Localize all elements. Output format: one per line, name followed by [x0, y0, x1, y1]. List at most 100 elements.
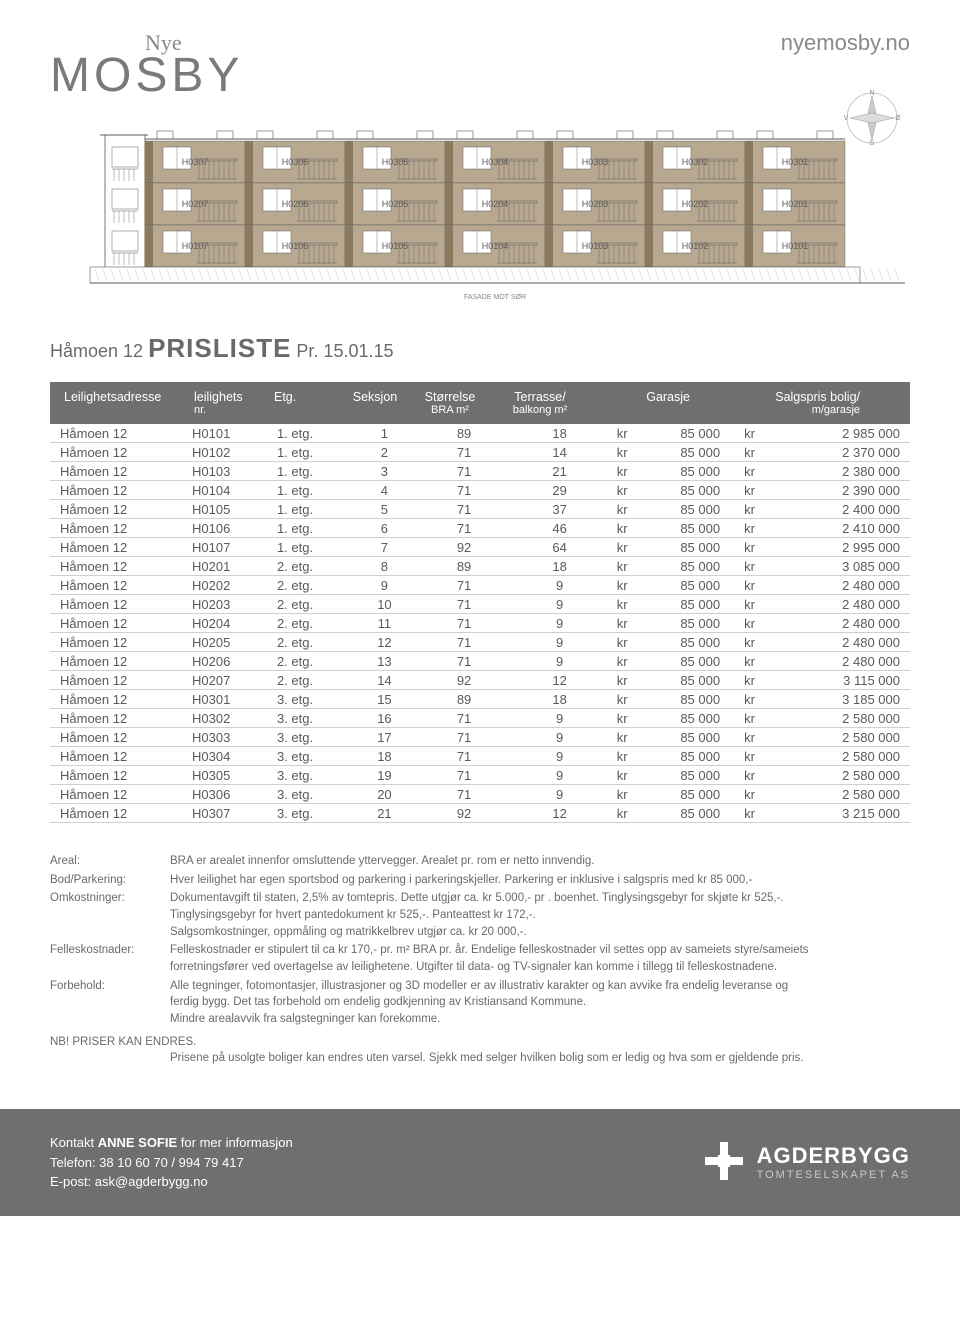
cell-terrace: 9	[507, 785, 613, 804]
cell-bra: 71	[422, 747, 507, 766]
cell-addr: Håmoen 12	[50, 462, 188, 481]
cell-unit: H0301	[188, 690, 273, 709]
cell-terrace: 37	[507, 500, 613, 519]
cell-bra: 71	[422, 595, 507, 614]
cell-addr: Håmoen 12	[50, 766, 188, 785]
svg-text:H0207: H0207	[182, 199, 209, 209]
cell-garage: 85 000	[645, 462, 741, 481]
cell-price: 3 215 000	[772, 804, 910, 823]
cell-garage: 85 000	[645, 785, 741, 804]
cell-section: 14	[347, 671, 421, 690]
cell-garage: 85 000	[645, 595, 741, 614]
table-row: Håmoen 12H03063. etg.20719kr85 000kr2 58…	[50, 785, 910, 804]
cell-kr: kr	[613, 709, 645, 728]
cell-price: 2 580 000	[772, 785, 910, 804]
cell-kr: kr	[613, 804, 645, 823]
cell-kr: kr	[740, 519, 772, 538]
cell-terrace: 9	[507, 728, 613, 747]
cell-addr: Håmoen 12	[50, 424, 188, 443]
cell-garage: 85 000	[645, 709, 741, 728]
svg-text:H0101: H0101	[782, 241, 809, 251]
notes-section: Areal: BRA er arealet innenfor omslutten…	[50, 853, 910, 1067]
table-row: Håmoen 12H03053. etg.19719kr85 000kr2 58…	[50, 766, 910, 785]
cell-floor: 3. etg.	[273, 804, 347, 823]
cell-price: 2 995 000	[772, 538, 910, 557]
cell-price: 2 400 000	[772, 500, 910, 519]
table-row: Håmoen 12H02022. etg.9719kr85 000kr2 480…	[50, 576, 910, 595]
cell-addr: Håmoen 12	[50, 785, 188, 804]
svg-text:FASADE MOT SØR: FASADE MOT SØR	[464, 294, 526, 301]
cell-section: 8	[347, 557, 421, 576]
cell-bra: 71	[422, 519, 507, 538]
compass-icon: N S V Ø	[844, 90, 900, 149]
th-floor: Etg.	[270, 390, 340, 416]
table-row: Håmoen 12H01051. etg.57137kr85 000kr2 40…	[50, 500, 910, 519]
footer-company: AGDERBYGG TOMTESELSKAPET AS	[703, 1140, 910, 1185]
cell-garage: 85 000	[645, 500, 741, 519]
svg-text:H0102: H0102	[682, 241, 709, 251]
cell-floor: 2. etg.	[273, 614, 347, 633]
table-row: Håmoen 12H01021. etg.27114kr85 000kr2 37…	[50, 443, 910, 462]
cell-bra: 71	[422, 728, 507, 747]
cell-unit: H0205	[188, 633, 273, 652]
cell-kr: kr	[613, 462, 645, 481]
cell-bra: 71	[422, 709, 507, 728]
note-label-bod: Bod/Parkering:	[50, 872, 170, 889]
cell-kr: kr	[613, 538, 645, 557]
cell-kr: kr	[613, 747, 645, 766]
svg-text:N: N	[869, 90, 874, 97]
cell-addr: Håmoen 12	[50, 538, 188, 557]
cell-bra: 71	[422, 500, 507, 519]
th-garage: Garasje	[590, 390, 710, 416]
cell-kr: kr	[613, 557, 645, 576]
cell-garage: 85 000	[645, 690, 741, 709]
cell-garage: 85 000	[645, 481, 741, 500]
cell-garage: 85 000	[645, 424, 741, 443]
note-label-omk: Omkostninger:	[50, 890, 170, 940]
cell-garage: 85 000	[645, 614, 741, 633]
cell-section: 19	[347, 766, 421, 785]
svg-text:H0305: H0305	[382, 157, 409, 167]
cell-addr: Håmoen 12	[50, 747, 188, 766]
cell-price: 2 480 000	[772, 652, 910, 671]
cell-unit: H0207	[188, 671, 273, 690]
cell-unit: H0106	[188, 519, 273, 538]
cell-garage: 85 000	[645, 443, 741, 462]
cell-kr: kr	[613, 671, 645, 690]
cell-floor: 1. etg.	[273, 424, 347, 443]
footer-line3: E-post: ask@agderbygg.no	[50, 1172, 293, 1192]
svg-text:H0107: H0107	[182, 241, 209, 251]
cell-price: 2 580 000	[772, 728, 910, 747]
cell-kr: kr	[740, 633, 772, 652]
cell-addr: Håmoen 12	[50, 804, 188, 823]
cell-terrace: 29	[507, 481, 613, 500]
svg-text:H0204: H0204	[482, 199, 509, 209]
table-row: Håmoen 12H01031. etg.37121kr85 000kr2 38…	[50, 462, 910, 481]
cell-bra: 71	[422, 652, 507, 671]
cell-addr: Håmoen 12	[50, 519, 188, 538]
cell-addr: Håmoen 12	[50, 500, 188, 519]
price-table: Håmoen 12H01011. etg.18918kr85 000kr2 98…	[50, 424, 910, 823]
cell-kr: kr	[613, 595, 645, 614]
table-row: Håmoen 12H01061. etg.67146kr85 000kr2 41…	[50, 519, 910, 538]
cell-unit: H0303	[188, 728, 273, 747]
cell-floor: 2. etg.	[273, 576, 347, 595]
cell-bra: 89	[422, 424, 507, 443]
logo: Nye MOSBY	[50, 30, 243, 103]
cell-garage: 85 000	[645, 728, 741, 747]
cell-unit: H0202	[188, 576, 273, 595]
cell-unit: H0304	[188, 747, 273, 766]
cell-section: 15	[347, 690, 421, 709]
cell-addr: Håmoen 12	[50, 690, 188, 709]
cell-price: 2 580 000	[772, 766, 910, 785]
svg-text:Ø: Ø	[895, 115, 900, 122]
svg-text:H0307: H0307	[182, 157, 209, 167]
cell-price: 2 390 000	[772, 481, 910, 500]
cell-section: 4	[347, 481, 421, 500]
cell-kr: kr	[740, 424, 772, 443]
cell-kr: kr	[740, 500, 772, 519]
cell-terrace: 12	[507, 804, 613, 823]
cell-unit: H0206	[188, 652, 273, 671]
svg-text:H0105: H0105	[382, 241, 409, 251]
svg-text:H0302: H0302	[682, 157, 709, 167]
